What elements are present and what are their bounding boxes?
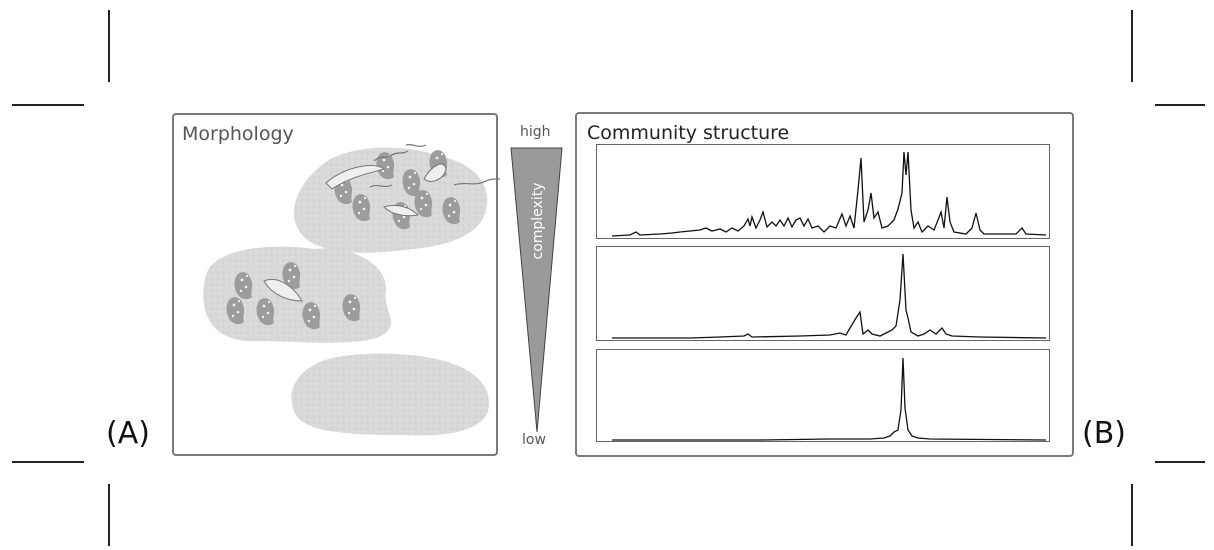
profile-box-low xyxy=(596,349,1050,442)
panel-b-marker: (B) xyxy=(1082,416,1126,451)
crop-mark-top-left-vertical xyxy=(108,10,110,82)
morphology-panel: Morphology xyxy=(172,113,498,456)
crop-mark-bottom-right-vertical xyxy=(1131,484,1133,546)
morphology-illustration xyxy=(174,115,500,458)
crop-mark-top-right-horizontal xyxy=(1155,104,1205,106)
gradient-axis-label: complexity xyxy=(530,178,546,264)
profile-box-high xyxy=(596,144,1050,239)
biofilm-aggregate-simple xyxy=(291,354,489,436)
crop-mark-top-left-horizontal xyxy=(12,104,84,106)
crop-mark-top-right-vertical xyxy=(1131,10,1133,82)
community-title: Community structure xyxy=(587,122,789,144)
panel-a-marker: (A) xyxy=(106,416,150,451)
crop-mark-bottom-right-horizontal xyxy=(1155,461,1205,463)
crop-mark-bottom-left-vertical xyxy=(108,484,110,546)
gradient-low-label: low xyxy=(522,432,546,448)
gradient-high-label: high xyxy=(520,124,551,140)
crop-mark-bottom-left-horizontal xyxy=(12,461,84,463)
profile-box-medium xyxy=(596,246,1050,341)
